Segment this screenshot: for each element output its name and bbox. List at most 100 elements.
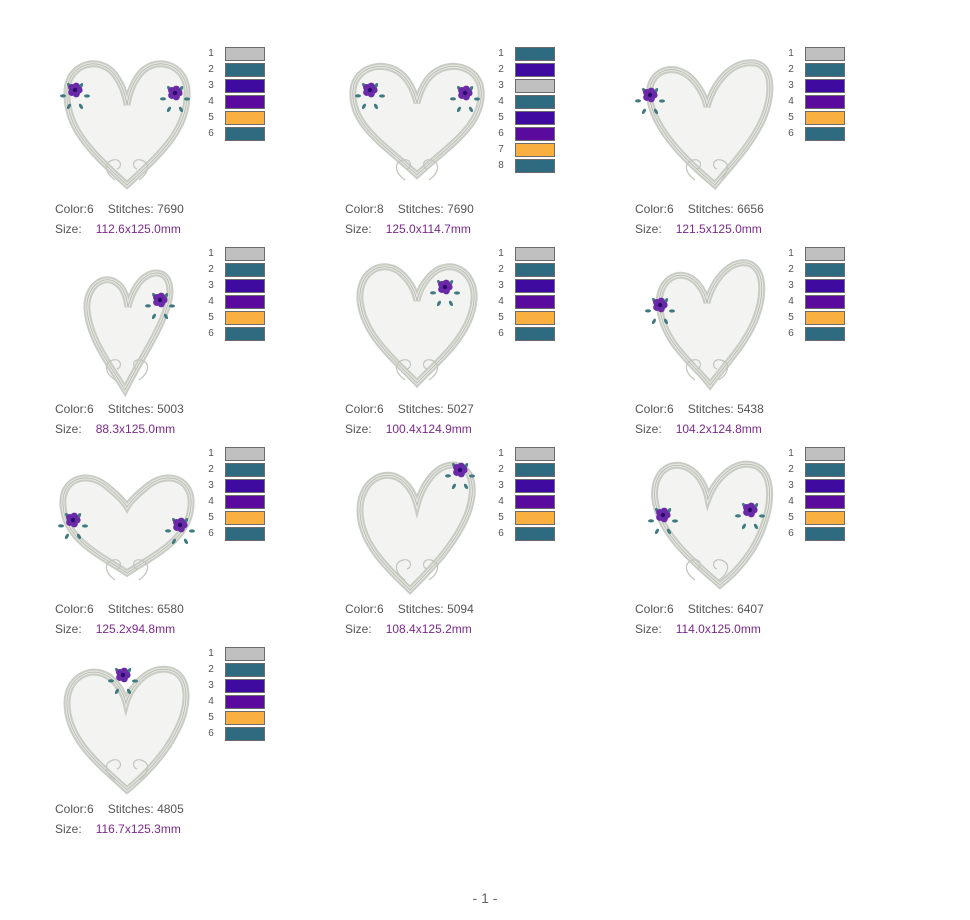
stitch-count: 5027 [447, 402, 474, 416]
thread-number: 3 [208, 480, 214, 491]
palette-row: 1 [785, 447, 855, 463]
design-thumbnail [635, 245, 780, 400]
thread-number: 5 [788, 512, 794, 523]
thread-color-swatch [805, 247, 845, 261]
size-info: Size: 104.2x124.8mm [635, 422, 762, 436]
thread-number: 3 [208, 80, 214, 91]
thread-number: 2 [788, 64, 794, 75]
heart-embroidery-image [60, 60, 191, 190]
palette-row: 2 [785, 263, 855, 279]
thread-number: 1 [498, 448, 504, 459]
thread-color-swatch [805, 127, 845, 141]
thread-color-swatch [225, 79, 265, 93]
palette-row: 2 [785, 63, 855, 79]
thread-color-swatch [225, 279, 265, 293]
size-value: 88.3x125.0mm [95, 422, 176, 436]
thread-color-swatch [225, 647, 265, 661]
stitch-count: 7690 [157, 202, 184, 216]
thread-palette: 1 2 3 4 5 6 [205, 447, 275, 543]
thread-color-swatch [515, 527, 555, 541]
size-info: Size: 100.4x124.9mm [345, 422, 472, 436]
thread-palette: 1 2 3 4 5 6 [205, 247, 275, 343]
stitches-label: Stitches: [687, 202, 734, 216]
design-thumbnail [55, 445, 200, 600]
thread-color-swatch [515, 79, 555, 93]
thread-number: 3 [208, 680, 214, 691]
thread-number: 4 [208, 296, 214, 307]
thread-number: 7 [498, 144, 504, 155]
thread-number: 8 [498, 160, 504, 171]
color-stitch-info: Color:6 Stitches: 6580 [55, 602, 184, 616]
size-value: 125.2x94.8mm [95, 622, 176, 636]
size-label: Size: [55, 622, 82, 636]
thread-number: 1 [498, 248, 504, 259]
size-info: Size: 114.0x125.0mm [635, 622, 761, 636]
size-label: Size: [345, 422, 372, 436]
color-label: Color: [55, 202, 88, 216]
thread-number: 5 [208, 512, 214, 523]
thread-color-swatch [805, 295, 845, 309]
heart-embroidery-image [645, 259, 766, 391]
palette-row: 3 [785, 79, 855, 95]
palette-row: 8 [495, 159, 565, 175]
thread-color-swatch [225, 95, 265, 109]
palette-row: 3 [495, 79, 565, 95]
thread-color-swatch [805, 495, 845, 509]
thread-color-swatch [225, 711, 265, 725]
thread-color-swatch [515, 95, 555, 109]
thread-color-swatch [225, 295, 265, 309]
thread-color-swatch [805, 79, 845, 93]
color-stitch-info: Color:6 Stitches: 5094 [345, 602, 474, 616]
thread-color-swatch [805, 463, 845, 477]
size-label: Size: [345, 222, 372, 236]
thread-color-swatch [225, 495, 265, 509]
page-number: - 1 - [472, 890, 498, 906]
color-stitch-info: Color:6 Stitches: 6656 [635, 202, 764, 216]
thread-number: 6 [788, 328, 794, 339]
color-label: Color: [345, 202, 378, 216]
size-value: 121.5x125.0mm [675, 222, 762, 236]
size-label: Size: [55, 222, 82, 236]
thread-color-swatch [225, 679, 265, 693]
thread-number: 6 [208, 528, 214, 539]
palette-row: 5 [495, 111, 565, 127]
stitches-label: Stitches: [107, 802, 154, 816]
stitches-label: Stitches: [107, 402, 154, 416]
thread-color-swatch [805, 479, 845, 493]
size-value: 104.2x124.8mm [675, 422, 762, 436]
palette-row: 6 [205, 327, 275, 343]
thread-palette: 1 2 3 4 5 6 [495, 247, 565, 343]
size-info: Size: 121.5x125.0mm [635, 222, 762, 236]
stitches-label: Stitches: [107, 602, 154, 616]
thread-palette: 1 2 3 4 5 6 [205, 47, 275, 143]
thread-number: 5 [208, 312, 214, 323]
thread-number: 6 [208, 128, 214, 139]
thread-palette: 1 2 3 4 5 6 [785, 247, 855, 343]
size-label: Size: [55, 822, 82, 836]
palette-row: 3 [495, 279, 565, 295]
thread-color-swatch [225, 479, 265, 493]
palette-row: 6 [785, 327, 855, 343]
palette-row: 2 [495, 63, 565, 79]
thread-color-swatch [805, 63, 845, 77]
stitches-label: Stitches: [397, 202, 444, 216]
color-count: 6 [667, 602, 674, 616]
thread-palette: 1 2 3 4 5 6 [495, 447, 565, 543]
thread-color-swatch [515, 159, 555, 173]
size-label: Size: [635, 622, 662, 636]
thread-color-swatch [515, 111, 555, 125]
color-stitch-info: Color:6 Stitches: 5003 [55, 402, 184, 416]
size-value: 108.4x125.2mm [385, 622, 472, 636]
palette-row: 3 [785, 479, 855, 495]
thread-color-swatch [515, 311, 555, 325]
thread-color-swatch [225, 127, 265, 141]
palette-row: 6 [205, 727, 275, 743]
design-thumbnail [345, 445, 490, 600]
thread-number: 4 [498, 96, 504, 107]
palette-row: 4 [785, 295, 855, 311]
thread-color-swatch [225, 247, 265, 261]
thread-palette: 1 2 3 4 5 6 [785, 47, 855, 143]
thread-number: 2 [788, 464, 794, 475]
thread-number: 4 [208, 496, 214, 507]
